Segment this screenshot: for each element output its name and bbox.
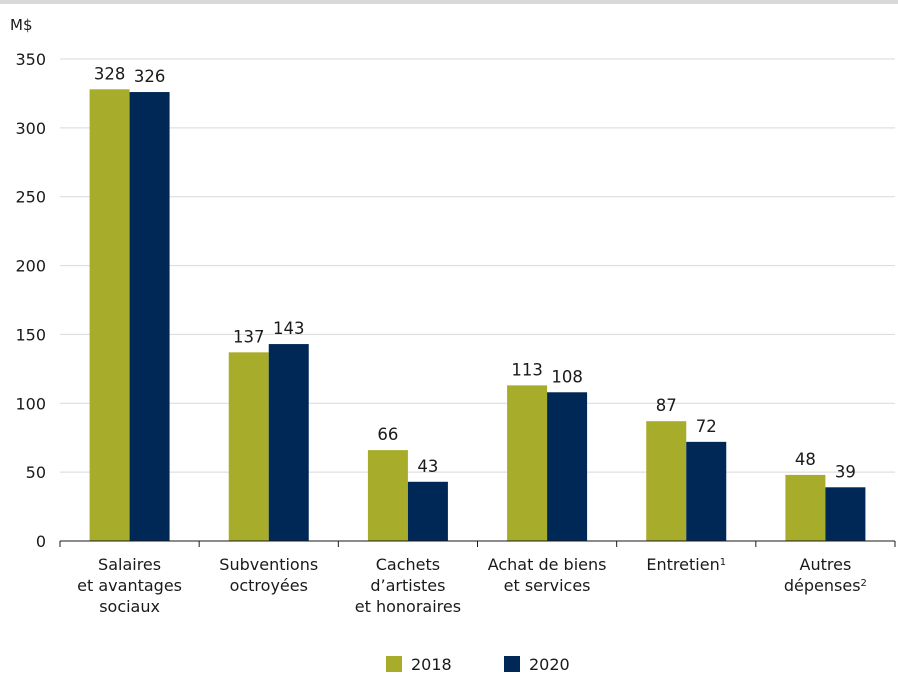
legend-label: 2020 [529, 655, 570, 673]
legend-swatch [504, 656, 520, 672]
bar-2018 [507, 385, 548, 541]
bar-2018 [89, 89, 130, 541]
data-label: 87 [656, 396, 677, 415]
data-label: 72 [696, 417, 717, 436]
data-label: 326 [134, 67, 166, 86]
y-tick-label: 50 [26, 463, 46, 482]
bar-2020 [268, 344, 309, 541]
data-label: 66 [377, 425, 398, 444]
bar-2020 [407, 481, 448, 541]
data-label: 108 [551, 367, 583, 386]
y-tick-label: 0 [36, 532, 46, 551]
gridlines [60, 58, 895, 473]
bar-2020 [129, 92, 170, 542]
legend-swatch [386, 656, 402, 672]
y-axis-unit-label: M$ [10, 16, 33, 34]
category-label: Cachets d’artistes et honoraires [355, 555, 461, 616]
data-label: 48 [795, 450, 816, 469]
category-label: Salaires et avantages sociaux [77, 555, 182, 616]
legend-label: 2018 [411, 655, 452, 673]
category-label: Achat de biens et services [488, 555, 607, 595]
category-label: Autres dépenses2 [784, 555, 867, 595]
y-tick-label: 100 [15, 394, 46, 413]
data-label: 43 [417, 457, 438, 476]
x-axis-ticks [59, 541, 896, 547]
bars [89, 89, 866, 542]
y-axis-ticks: 0 50 100 150 200 250 300 350 [15, 50, 46, 551]
data-labels: 328 137 66 113 87 48 326 143 43 108 72 39 [94, 64, 856, 481]
y-tick-label: 250 [15, 188, 46, 207]
category-labels: Salaires et avantages sociaux Subventions oc… [77, 555, 867, 616]
bar-2020 [686, 441, 727, 541]
data-label: 143 [273, 319, 305, 338]
y-tick-label: 150 [15, 325, 46, 344]
data-label: 113 [511, 360, 543, 379]
bar-2018 [646, 421, 687, 541]
data-label: 328 [94, 64, 126, 83]
y-tick-label: 350 [15, 50, 46, 69]
data-label: 39 [835, 462, 856, 481]
y-tick-label: 300 [15, 119, 46, 138]
category-label: Entretien1 [646, 555, 726, 574]
bar-2018 [228, 352, 269, 541]
bar-2018 [367, 450, 408, 541]
data-label: 137 [233, 327, 265, 346]
legend: 2018 2020 [386, 655, 570, 673]
bar-2020 [547, 392, 588, 541]
bar-2018 [785, 474, 826, 541]
y-tick-label: 200 [15, 257, 46, 276]
bar-2020 [825, 487, 866, 541]
top-rule [0, 0, 898, 4]
category-label: Subventions octroyées [219, 555, 318, 595]
